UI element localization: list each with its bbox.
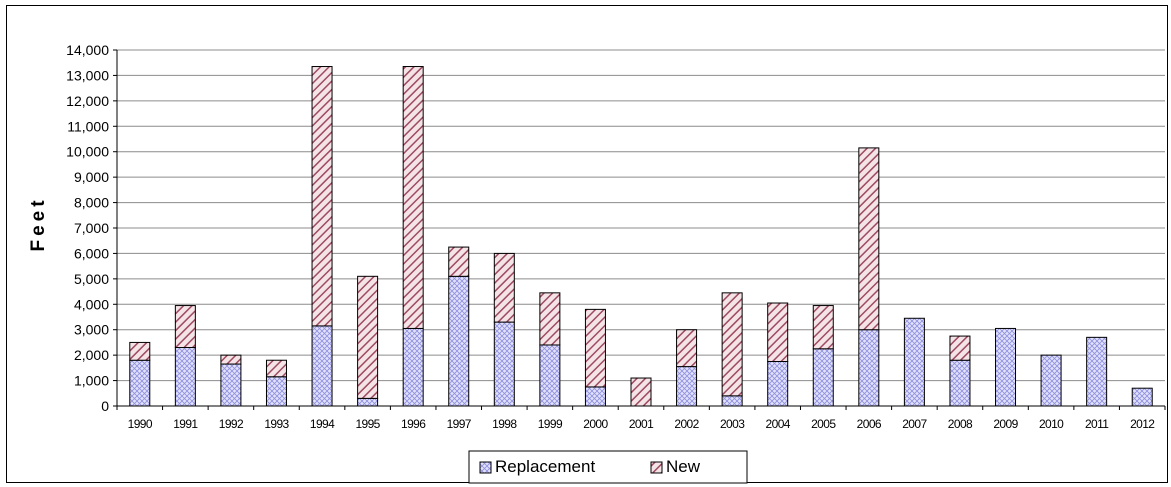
legend-label-new: New	[666, 457, 701, 476]
bar-replacement-1991	[174, 347, 196, 407]
legend: Replacement New	[468, 450, 748, 484]
x-tick-label: 2008	[948, 417, 973, 431]
bar-new-1992	[220, 354, 242, 365]
x-tick-label: 2011	[1085, 417, 1109, 431]
x-tick-label: 1993	[264, 417, 289, 431]
y-tick-labels: 0 1,000 2,000 3,000 4,000 5,000 6,000 7,000 8,00…	[66, 42, 109, 414]
stacked-bar-chart: 0 1,000 2,000 3,000 4,000 5,000 6,000 7,000 8,00…	[28, 42, 1166, 484]
bar-replacement-1998	[493, 321, 515, 407]
x-tick-label: 1996	[401, 417, 426, 431]
x-tick-label: 2003	[720, 417, 745, 431]
bar-replacement-1999	[539, 344, 561, 407]
legend-label-replacement: Replacement	[495, 457, 595, 476]
x-tick-label: 2006	[857, 417, 882, 431]
x-tick-label: 2001	[629, 417, 654, 431]
x-tick-label: 1997	[447, 417, 472, 431]
bar-new-2002	[676, 329, 698, 368]
bar-new-1998	[493, 252, 515, 323]
bar-new-2004	[767, 302, 789, 362]
bar-replacement-2000	[584, 386, 606, 407]
x-tick-label: 1994	[310, 417, 335, 431]
x-tick-label: 1999	[538, 417, 563, 431]
bar-replacement-2011	[1086, 336, 1108, 407]
x-tick-labels: 1990 1991 1992 1993 1994 1995 1996 1997 1998 1999…	[128, 417, 1156, 431]
y-tick-label: 3,000	[74, 322, 109, 338]
bar-new-2006	[858, 147, 880, 331]
bar-new-1991	[174, 305, 196, 349]
bar-replacement-1995	[357, 397, 379, 407]
bar-replacement-2006	[858, 329, 880, 407]
bar-replacement-1994	[311, 325, 333, 407]
bar-new-2003	[721, 292, 743, 397]
bar-replacement-2010	[1040, 354, 1062, 407]
y-tick-label: 2,000	[74, 347, 109, 363]
legend-box	[468, 450, 748, 484]
bar-new-1993	[265, 359, 287, 378]
bar-new-2008	[949, 335, 971, 361]
y-tick-label: 10,000	[66, 144, 109, 160]
bars	[129, 66, 1153, 407]
bar-replacement-2012	[1131, 387, 1153, 407]
bar-replacement-1996	[402, 327, 424, 407]
x-tick-label: 2000	[583, 417, 608, 431]
y-axis-label: Feet	[28, 196, 49, 251]
x-tick-label: 2009	[993, 417, 1018, 431]
bar-new-1996	[402, 66, 424, 329]
y-tick-label: 4,000	[74, 296, 109, 312]
bar-replacement-2007	[903, 317, 925, 407]
x-tick-label: 1992	[219, 417, 244, 431]
bar-replacement-2008	[949, 359, 971, 407]
x-tick-label: 1990	[128, 417, 153, 431]
y-tick-label: 1,000	[74, 373, 109, 389]
bar-replacement-1990	[129, 359, 151, 407]
y-tick-label: 11,000	[67, 118, 109, 134]
x-tick-label: 2007	[902, 417, 927, 431]
bar-new-1999	[539, 292, 561, 346]
x-tick-label: 2002	[674, 417, 699, 431]
bar-replacement-1993	[265, 376, 287, 407]
bar-new-2001	[630, 377, 652, 407]
y-tick-label: 7,000	[74, 220, 109, 236]
y-tick-label: 6,000	[74, 245, 109, 261]
bar-new-1990	[129, 341, 151, 361]
gridlines	[117, 49, 1165, 382]
x-tick-label: 2005	[811, 417, 836, 431]
x-tick-label: 2012	[1130, 417, 1155, 431]
x-tick-label: 2010	[1039, 417, 1064, 431]
bar-replacement-1992	[220, 363, 242, 407]
bar-replacement-2004	[767, 361, 789, 407]
legend-swatch-replacement	[479, 461, 492, 474]
axes	[113, 49, 1166, 410]
y-tick-label: 12,000	[66, 93, 109, 109]
bar-new-1995	[357, 275, 379, 399]
bar-replacement-2005	[812, 348, 834, 407]
y-tick-label: 14,000	[66, 42, 109, 58]
x-tick-label: 1998	[492, 417, 517, 431]
y-tick-label: 5,000	[74, 271, 109, 287]
x-tick-label: 1991	[173, 417, 198, 431]
bar-replacement-2009	[995, 327, 1017, 407]
chart-frame: 0 1,000 2,000 3,000 4,000 5,000 6,000 7,000 8,00…	[6, 5, 1168, 484]
y-tick-label: 13,000	[66, 67, 109, 83]
bar-new-1997	[448, 246, 470, 277]
x-tick-label: 2004	[766, 417, 791, 431]
y-tick-label: 8,000	[74, 195, 109, 211]
bar-replacement-2003	[721, 395, 743, 407]
x-tick-label: 1995	[355, 417, 380, 431]
bar-new-2000	[584, 308, 606, 388]
bar-new-1994	[311, 66, 333, 327]
y-tick-label: 9,000	[74, 169, 109, 185]
bar-new-2005	[812, 305, 834, 350]
bar-replacement-1997	[448, 275, 470, 407]
legend-swatch-new	[650, 461, 663, 474]
y-tick-label: 0	[101, 398, 109, 414]
bar-replacement-2002	[676, 366, 698, 407]
